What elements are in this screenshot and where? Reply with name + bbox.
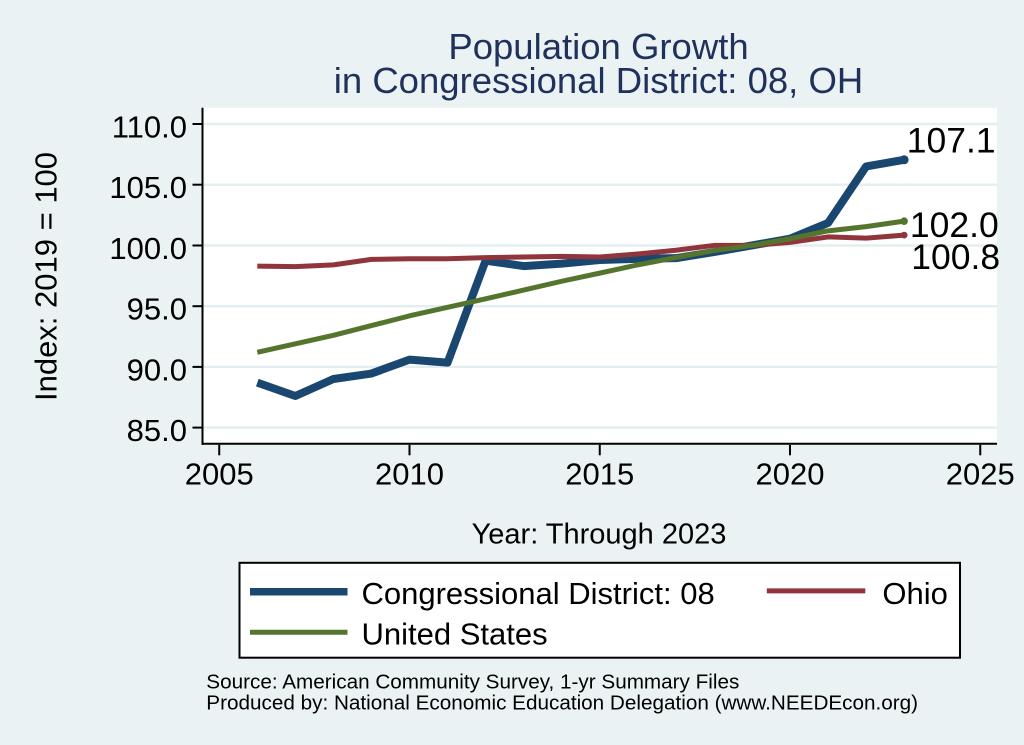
svg-text:100.0: 100.0 [109, 231, 187, 266]
svg-text:107.1: 107.1 [907, 121, 996, 161]
svg-text:Source: American Community Sur: Source: American Community Survey, 1-yr … [206, 671, 739, 694]
svg-text:Ohio: Ohio [882, 576, 947, 611]
svg-text:2010: 2010 [375, 456, 444, 491]
svg-text:102.0: 102.0 [910, 205, 999, 245]
svg-text:90.0: 90.0 [127, 352, 187, 387]
svg-text:2020: 2020 [756, 456, 825, 491]
svg-text:95.0: 95.0 [127, 292, 187, 327]
svg-text:United States: United States [362, 617, 548, 652]
svg-text:Produced by: National Economic: Produced by: National Economic Education… [206, 692, 918, 715]
svg-text:Index: 2019 = 100: Index: 2019 = 100 [29, 152, 64, 401]
svg-text:in Congressional District: 08,: in Congressional District: 08, OH [334, 60, 863, 101]
svg-text:105.0: 105.0 [109, 170, 187, 205]
svg-text:85.0: 85.0 [127, 413, 187, 448]
svg-text:Congressional District: 08: Congressional District: 08 [362, 576, 715, 611]
svg-text:Population Growth: Population Growth [448, 26, 748, 67]
svg-text:100.8: 100.8 [911, 237, 1000, 277]
svg-text:2025: 2025 [946, 456, 1015, 491]
svg-text:2005: 2005 [185, 456, 254, 491]
svg-text:2015: 2015 [565, 456, 634, 491]
svg-text:110.0: 110.0 [112, 110, 187, 145]
svg-text:Year: Through 2023: Year: Through 2023 [472, 519, 727, 551]
